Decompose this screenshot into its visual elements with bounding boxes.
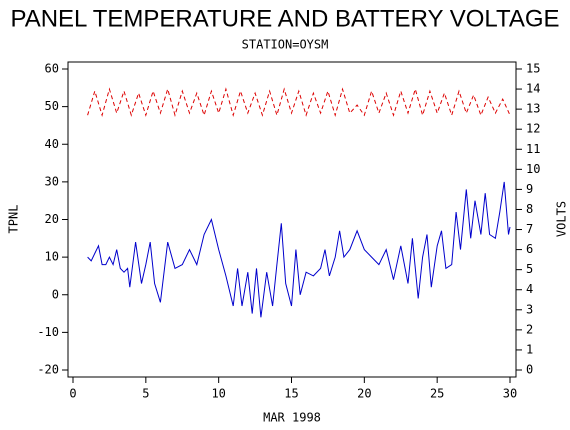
y-tick-label: 0 [52, 287, 59, 301]
y2-tick-label: 3 [526, 302, 533, 316]
y2-tick-label: 5 [526, 262, 533, 276]
y-tick-label: 30 [45, 174, 59, 188]
y2-tick-label: 0 [526, 363, 533, 377]
y2-tick-label: 7 [526, 222, 533, 236]
y-tick-label: -10 [37, 325, 59, 339]
y2-tick-label: 12 [526, 122, 540, 136]
y2-tick-label: 13 [526, 102, 540, 116]
x-tick-label: 15 [284, 387, 298, 401]
x-tick-label: 0 [69, 387, 76, 401]
x-tick-label: 20 [357, 387, 371, 401]
y2-tick-label: 14 [526, 82, 540, 96]
data-line [87, 181, 511, 318]
y2-tick-label: 10 [526, 162, 540, 176]
y2-tick-label: 4 [526, 282, 533, 296]
y2-tick-label: 11 [526, 142, 540, 156]
x-tick-label: 30 [503, 387, 517, 401]
y-tick-label: 10 [45, 250, 59, 264]
y2-tick-label: 8 [526, 202, 533, 216]
x-tick-label: 25 [430, 387, 444, 401]
y2-axis-label: VOLTS [555, 201, 569, 237]
y2-tick-label: 9 [526, 182, 533, 196]
data-line [87, 87, 511, 117]
y2-tick-label: 6 [526, 242, 533, 256]
y-tick-label: 50 [45, 99, 59, 113]
y-tick-label: 40 [45, 137, 59, 151]
x-tick-label: 10 [211, 387, 225, 401]
plot-frame [67, 61, 517, 378]
y-tick-label: 60 [45, 62, 59, 76]
chart-title: PANEL TEMPERATURE AND BATTERY VOLTAGE [10, 5, 559, 32]
y2-tick-label: 1 [526, 342, 533, 356]
y-tick-label: -20 [37, 363, 59, 377]
x-axis-label: MAR 1998 [263, 411, 321, 425]
y2-tick-label: 15 [526, 62, 540, 76]
chart-subtitle: STATION=OYSM [242, 38, 329, 52]
y2-tick-label: 2 [526, 322, 533, 336]
x-tick-label: 5 [142, 387, 149, 401]
y-tick-label: 20 [45, 212, 59, 226]
y-axis-label: TPNL [7, 205, 21, 234]
